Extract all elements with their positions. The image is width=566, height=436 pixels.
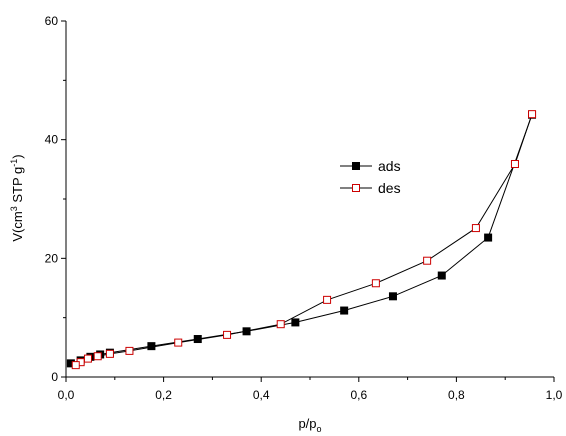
legend-marker [353,185,360,192]
y-tick-label: 40 [45,133,59,147]
data-point-ads [148,343,155,350]
y-axis: 0 20 40 60 [45,14,66,384]
data-point-des [511,160,518,167]
series-des [72,111,535,369]
legend-marker [353,163,360,170]
data-point-des [84,355,91,362]
data-point-des [106,350,113,357]
x-tick-label: 0,4 [253,388,270,402]
legend-item-des: des [340,180,401,196]
data-point-des [94,353,101,360]
plot-frame [66,21,554,377]
x-tick-label: 0,2 [155,388,172,402]
series-ads [67,111,535,367]
x-tick-label: 0,6 [350,388,367,402]
data-point-ads [438,272,445,279]
series-line-des [76,114,532,365]
data-point-ads [292,319,299,326]
data-point-des [472,225,479,232]
y-tick-label: 60 [45,14,59,28]
x-tick-label: 1,0 [546,388,563,402]
legend-item-ads: ads [340,158,401,174]
data-point-ads [485,234,492,241]
data-point-des [324,296,331,303]
data-point-ads [389,293,396,300]
y-tick-label: 20 [45,251,59,265]
data-point-des [72,362,79,369]
data-point-des [372,280,379,287]
legend-label: des [378,180,401,196]
x-axis-title: p/po [298,416,321,434]
y-axis-title: V(cm3 STP g-1) [9,154,25,241]
data-point-des [529,111,536,118]
data-point-des [424,257,431,264]
x-tick-label: 0,0 [58,388,75,402]
data-point-des [277,321,284,328]
series-layer [67,111,535,369]
data-point-des [175,339,182,346]
data-point-des [126,347,133,354]
y-tick-label: 0 [51,370,58,384]
data-point-ads [341,307,348,314]
legend-label: ads [378,158,401,174]
legend: ads des [340,158,401,196]
data-point-des [224,331,231,338]
series-line-ads [71,115,532,364]
x-tick-label: 0,8 [448,388,465,402]
x-axis: 0,0 0,2 0,4 0,6 0,8 1,0 [58,377,563,402]
